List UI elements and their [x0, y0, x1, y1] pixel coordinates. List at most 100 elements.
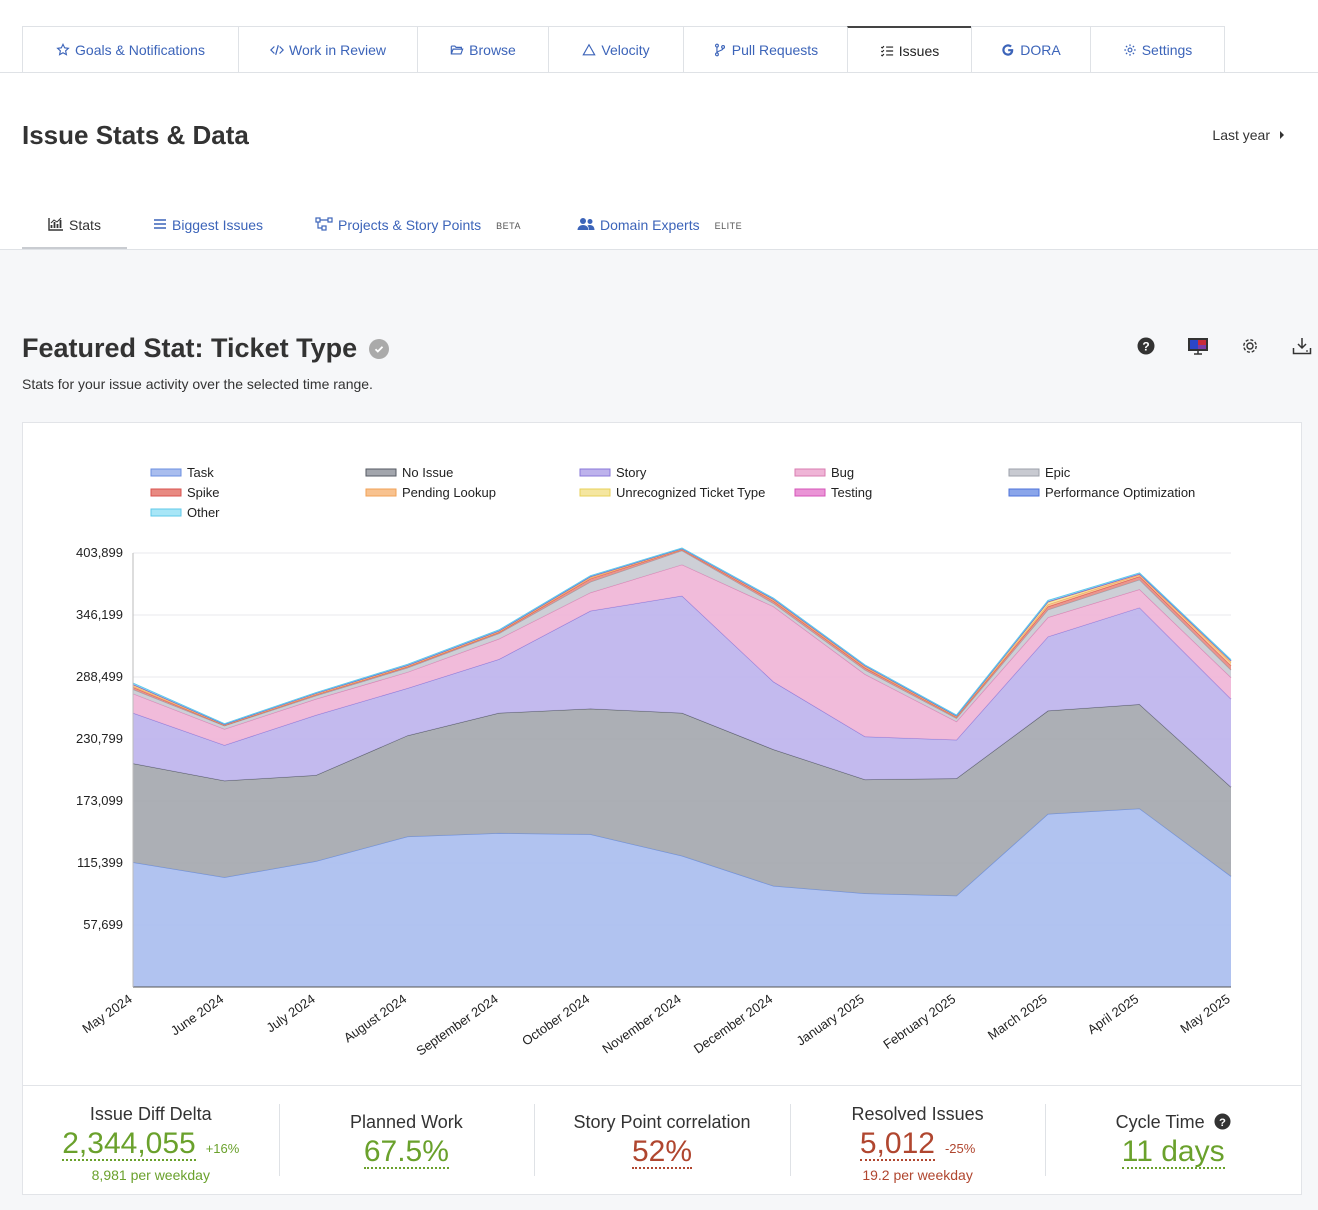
legend-swatch — [1008, 468, 1040, 477]
svg-text:?: ? — [1142, 340, 1149, 354]
triangle-icon — [582, 43, 597, 55]
tab-browse[interactable]: Browse — [417, 26, 548, 73]
folder-open-icon — [450, 44, 464, 55]
y-tick-label: 230,799 — [76, 731, 123, 746]
series-line-other — [132, 547, 1232, 725]
sub-tabs: Stats Biggest Issues Projects & Story Po… — [22, 207, 742, 250]
tab-goals-notifications[interactable]: Goals & Notifications — [22, 26, 238, 73]
x-tick-label: July 2024 — [264, 991, 318, 1035]
subtab-stats[interactable]: Stats — [22, 207, 127, 250]
legend-label: Unrecognized Ticket Type — [616, 485, 765, 500]
stat-issue-diff-delta[interactable]: Issue Diff Delta 2,344,055 +16% 8,981 pe… — [23, 1086, 279, 1195]
y-tick-label: 57,699 — [83, 917, 123, 932]
sitemap-icon — [315, 217, 333, 231]
nav-divider — [0, 72, 1318, 73]
legend-swatch — [794, 488, 826, 497]
subtab-divider — [0, 249, 1318, 250]
subtab-projects-story-points[interactable]: Projects & Story Points BETA — [315, 207, 550, 250]
legend-swatch — [150, 488, 182, 497]
code-icon — [270, 44, 284, 55]
svg-text:?: ? — [1219, 1117, 1226, 1129]
stat-sub: 8,981 per weekday — [91, 1167, 210, 1183]
elite-badge: ELITE — [714, 221, 743, 231]
tab-dora[interactable]: DORA — [971, 26, 1090, 73]
legend-swatch — [794, 468, 826, 477]
tab-work-in-review[interactable]: Work in Review — [238, 26, 417, 73]
x-tick-label: December 2024 — [691, 991, 775, 1056]
y-tick-label: 288,499 — [76, 669, 123, 684]
chart-icon — [48, 217, 64, 231]
legend-swatch — [150, 508, 182, 517]
legend-swatch — [365, 488, 397, 497]
series-area-story — [133, 595, 1231, 788]
stat-story-point-correlation[interactable]: Story Point correlation 52% — [534, 1086, 790, 1195]
legend-label: Story — [616, 465, 647, 480]
google-g-icon — [1002, 43, 1014, 56]
legend-label: Bug — [831, 465, 854, 480]
list-check-icon — [880, 45, 893, 57]
subtab-domain-experts[interactable]: Domain Experts ELITE — [577, 207, 742, 250]
stat-label: Planned Work — [350, 1112, 463, 1132]
legend-swatch — [1008, 488, 1040, 497]
tab-settings[interactable]: Settings — [1090, 26, 1225, 73]
stat-cycle-time[interactable]: Cycle Time ? 11 days — [1045, 1086, 1301, 1195]
lines-icon — [154, 219, 166, 229]
legend-swatch — [579, 488, 611, 497]
legend-label: No Issue — [402, 465, 453, 480]
legend-label: Testing — [831, 485, 872, 500]
users-icon — [577, 218, 595, 230]
stats-summary-row: Issue Diff Delta 2,344,055 +16% 8,981 pe… — [23, 1085, 1301, 1195]
download-icon[interactable] — [1276, 334, 1318, 358]
ticket-type-area-chart[interactable]: 57,699 115,399 173,099 230,799 288,499 346,19… — [23, 423, 1301, 1085]
tab-pull-requests[interactable]: Pull Requests — [683, 26, 847, 73]
stat-label: Resolved Issues — [851, 1104, 984, 1124]
main-nav: Goals & Notifications Work in Review Bro… — [22, 26, 1225, 73]
x-tick-label: September 2024 — [413, 991, 500, 1058]
stat-delta: -25% — [944, 1141, 976, 1156]
date-range-picker[interactable]: Last year — [1212, 127, 1286, 143]
series-area-bug — [133, 564, 1231, 746]
stat-value: 11 days — [1121, 1135, 1225, 1169]
x-tick-label: May 2025 — [1177, 991, 1232, 1036]
tab-issues[interactable]: Issues — [847, 26, 971, 73]
check-circle-icon — [369, 338, 390, 359]
y-tick-label: 115,399 — [77, 855, 123, 870]
stat-resolved-issues[interactable]: Resolved Issues 5,012 -25% 19.2 per week… — [789, 1086, 1046, 1195]
monitor-icon[interactable] — [1172, 334, 1224, 358]
x-tick-label: February 2025 — [880, 991, 958, 1052]
beta-badge: BETA — [496, 221, 522, 231]
x-tick-label: August 2024 — [341, 991, 409, 1045]
series-area-no-issue — [133, 704, 1231, 896]
featured-stat-title: Featured Stat: Ticket Type — [22, 333, 390, 364]
stat-delta: +16% — [205, 1141, 240, 1156]
legend-swatch — [150, 468, 182, 477]
legend-label: Epic — [1045, 465, 1071, 480]
featured-stat-description: Stats for your issue activity over the s… — [22, 376, 373, 392]
stat-label: Story Point correlation — [573, 1112, 751, 1132]
stat-label: Cycle Time ? — [1045, 1112, 1301, 1133]
branch-icon — [714, 43, 725, 56]
caret-right-icon — [1280, 131, 1284, 139]
legend-swatch — [579, 468, 611, 477]
stat-planned-work[interactable]: Planned Work 67.5% — [278, 1086, 535, 1195]
date-range-label: Last year — [1212, 127, 1270, 143]
gear-icon — [1124, 43, 1136, 56]
stat-value: 5,012 — [859, 1127, 935, 1161]
help-icon[interactable]: ? — [1120, 334, 1172, 358]
tab-velocity[interactable]: Velocity — [548, 26, 683, 73]
x-tick-label: June 2024 — [168, 991, 226, 1038]
stat-label: Issue Diff Delta — [89, 1104, 212, 1124]
x-tick-label: November 2024 — [599, 991, 683, 1056]
page-title: Issue Stats & Data — [22, 120, 249, 150]
x-tick-label: May 2024 — [79, 991, 134, 1036]
legend-label: Other — [187, 505, 220, 520]
chart-toolbar: ? — [1120, 334, 1318, 358]
x-tick-label: October 2024 — [519, 991, 592, 1048]
help-icon[interactable]: ? — [1214, 1113, 1231, 1130]
gear-icon[interactable] — [1224, 334, 1276, 358]
subtab-biggest-issues[interactable]: Biggest Issues — [153, 207, 289, 250]
legend-swatch — [365, 468, 397, 477]
legend-label: Performance Optimization — [1045, 485, 1195, 500]
x-tick-label: March 2025 — [985, 991, 1050, 1043]
y-tick-label: 346,199 — [76, 607, 123, 622]
